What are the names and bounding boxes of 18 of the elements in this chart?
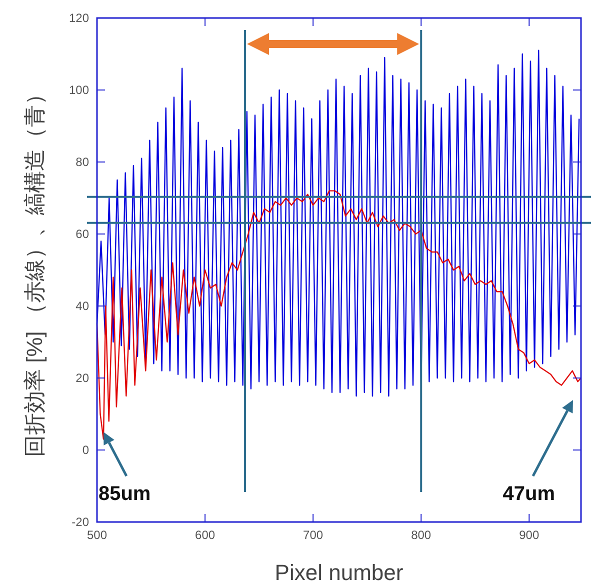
annotation: 85um: [98, 483, 151, 505]
annotation: 47um: [502, 483, 555, 505]
y-tick-label: 20: [76, 371, 90, 385]
y-tick-label: 100: [68, 83, 90, 97]
y-tick-label: 0: [82, 443, 90, 457]
y-tick-label: -20: [72, 515, 90, 529]
x-tick-label: 900: [519, 528, 540, 542]
line-series: [96, 50, 580, 397]
x-tick-label: 600: [195, 528, 216, 542]
y-tick-label: 80: [76, 155, 90, 169]
x-tick-label: 500: [86, 528, 108, 542]
x-axis-title: Pixel number: [274, 560, 404, 585]
x-tick-label: 800: [411, 528, 432, 542]
x-tick-label: 700: [303, 528, 324, 542]
y-axis-title: 回折効率 [%] （赤線）、縞構造（青）: [22, 82, 47, 458]
y-tick-label: 60: [76, 227, 90, 241]
y-tick-label: 120: [68, 11, 90, 25]
y-tick-label: 40: [76, 299, 90, 313]
